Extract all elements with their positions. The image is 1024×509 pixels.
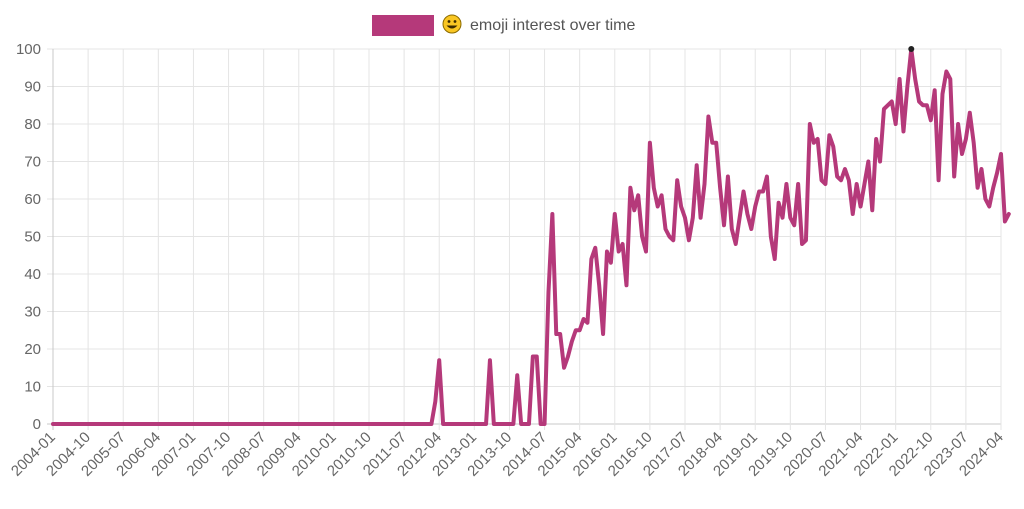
grinning-face-emoji-icon [442, 14, 462, 34]
y-tick-label: 30 [24, 304, 41, 321]
x-gridlines [52, 49, 1002, 430]
series-line [51, 47, 1011, 426]
y-tick-label: 80 [24, 116, 41, 133]
y-tick-label: 20 [24, 341, 41, 358]
y-gridlines [47, 48, 1001, 425]
y-tick-label: 40 [24, 266, 41, 283]
legend-label: emoji interest over time [470, 17, 635, 34]
y-axis: 0 10 20 30 40 50 60 70 80 90 100 [16, 41, 41, 433]
peak-point[interactable] [908, 46, 915, 52]
y-tick-label: 70 [24, 154, 41, 171]
y-tick-label: 90 [24, 79, 41, 96]
y-tick-label: 0 [33, 416, 41, 433]
y-tick-label: 100 [16, 41, 41, 58]
x-axis: 2004-012004-102005-072006-042007-012007-… [8, 429, 1007, 480]
legend-swatch[interactable] [372, 15, 434, 36]
y-tick-label: 10 [24, 379, 41, 396]
y-tick-label: 60 [24, 191, 41, 208]
legend[interactable]: emoji interest over time [372, 14, 635, 36]
y-tick-label: 50 [24, 229, 41, 246]
